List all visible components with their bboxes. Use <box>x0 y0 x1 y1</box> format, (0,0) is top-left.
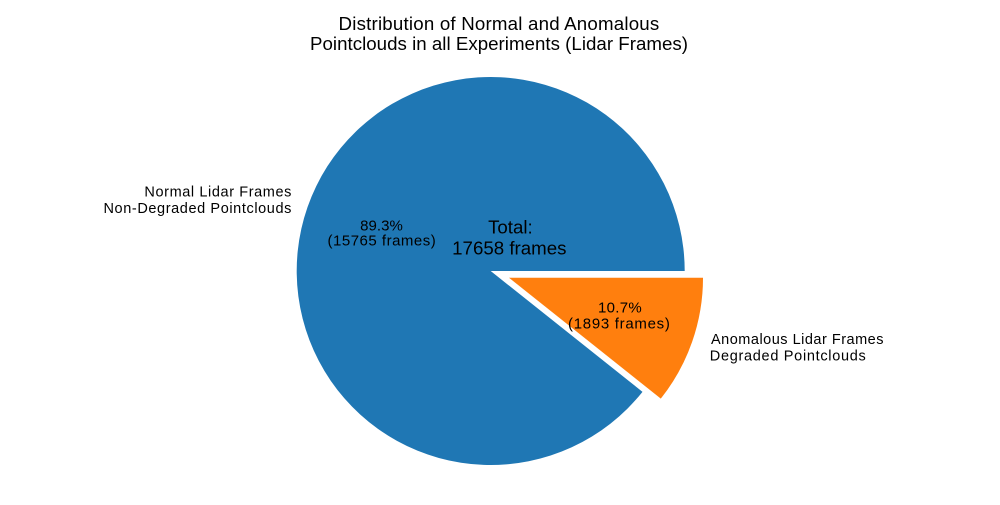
svg-text:Non-Degraded Pointclouds: Non-Degraded Pointclouds <box>103 201 292 217</box>
svg-text:Anomalous Lidar Frames: Anomalous Lidar Frames <box>711 332 884 348</box>
svg-text:10.7%: 10.7% <box>598 300 642 317</box>
svg-text:17658 frames: 17658 frames <box>452 238 566 259</box>
svg-text:(1893 frames): (1893 frames) <box>568 315 670 332</box>
svg-text:Normal Lidar Frames: Normal Lidar Frames <box>144 185 292 201</box>
svg-text:Distribution of Normal and Ano: Distribution of Normal and Anomalous <box>339 13 660 34</box>
svg-text:Pointclouds in all Experiments: Pointclouds in all Experiments (Lidar Fr… <box>310 33 688 54</box>
svg-text:(15765 frames): (15765 frames) <box>328 233 437 250</box>
svg-text:Total:: Total: <box>488 217 533 238</box>
svg-text:Degraded Pointclouds: Degraded Pointclouds <box>710 348 867 364</box>
svg-text:89.3%: 89.3% <box>360 217 403 234</box>
